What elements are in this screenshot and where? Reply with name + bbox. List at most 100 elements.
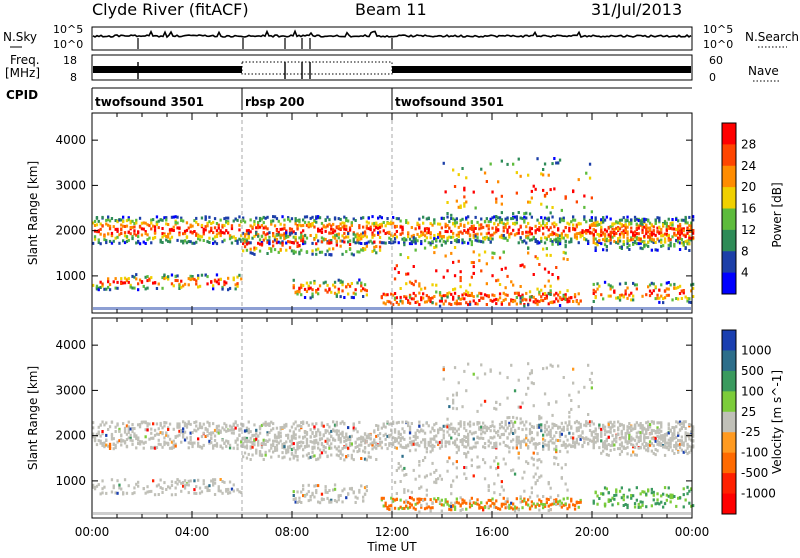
scatter-cell	[641, 231, 643, 234]
scatter-cell	[531, 369, 533, 372]
scatter-cell	[315, 221, 317, 224]
scatter-cell	[458, 260, 460, 263]
scatter-cell	[400, 287, 402, 290]
scatter-cell	[415, 449, 417, 452]
scatter-cell	[311, 295, 313, 298]
scatter-cell	[570, 408, 572, 411]
scatter-cell	[317, 442, 319, 445]
scatter-cell	[581, 234, 583, 237]
scatter-cell	[460, 270, 462, 273]
scatter-cell	[201, 435, 203, 438]
scatter-cell	[593, 502, 595, 505]
scatter-cell	[165, 421, 167, 424]
scatter-cell	[604, 281, 606, 284]
scatter-cell	[96, 443, 98, 446]
scatter-cell	[533, 476, 535, 479]
scatter-cell	[512, 163, 514, 166]
scatter-cell	[566, 439, 568, 442]
scatter-cell	[531, 216, 533, 219]
scatter-cell	[600, 242, 602, 245]
scatter-cell	[195, 485, 197, 488]
scatter-cell	[161, 227, 163, 230]
scatter-cell	[167, 435, 169, 438]
scatter-cell	[375, 245, 377, 248]
scatter-cell	[206, 275, 208, 278]
scatter-cell	[460, 224, 462, 227]
scatter-cell	[186, 236, 188, 239]
scatter-cell	[613, 448, 615, 451]
scatter-cell	[113, 484, 115, 487]
scatter-cell	[212, 231, 214, 234]
scatter-cell	[285, 231, 287, 234]
scatter-cell	[109, 227, 111, 230]
scatter-cell	[651, 292, 653, 295]
scatter-cell	[452, 296, 454, 299]
scatter-cell	[533, 404, 535, 407]
scatter-cell	[383, 221, 385, 224]
scatter-cell	[544, 439, 546, 442]
scatter-cell	[212, 221, 214, 224]
scatter-cell	[236, 285, 238, 288]
scatter-cell	[355, 288, 357, 291]
scatter-cell	[465, 477, 467, 480]
scatter-cell	[593, 283, 595, 286]
scatter-cell	[278, 455, 280, 458]
scatter-cell	[308, 490, 310, 493]
scatter-cell	[482, 422, 484, 425]
scatter-cell	[319, 216, 321, 219]
scatter-cell	[499, 256, 501, 259]
scatter-cell	[401, 455, 403, 458]
scatter-cell	[233, 424, 235, 427]
scatter-cell	[670, 283, 672, 286]
scatter-cell	[491, 256, 493, 259]
scatter-cell	[360, 242, 362, 245]
power-scatter	[92, 157, 694, 310]
scatter-cell	[546, 192, 548, 195]
scatter-cell	[568, 432, 570, 435]
scatter-cell	[298, 244, 300, 247]
scatter-cell	[375, 222, 377, 225]
scatter-cell	[150, 227, 152, 230]
scatter-cell	[156, 422, 158, 425]
scatter-cell	[585, 220, 587, 223]
scatter-cell	[216, 273, 218, 276]
scatter-cell	[435, 239, 437, 242]
scatter-cell	[510, 280, 512, 283]
scatter-cell	[178, 233, 180, 236]
scatter-cell	[101, 491, 103, 494]
scatter-cell	[520, 406, 522, 409]
scatter-cell	[621, 432, 623, 435]
scatter-cell	[137, 232, 139, 235]
scatter-cell	[263, 458, 265, 461]
scatter-cell	[407, 235, 409, 238]
scatter-cell	[418, 421, 420, 424]
scatter-cell	[587, 413, 589, 416]
scatter-cell	[461, 508, 463, 511]
scatter-cell	[379, 231, 381, 234]
scatter-cell	[238, 274, 240, 277]
scatter-cell	[250, 218, 252, 221]
scatter-cell	[353, 253, 355, 256]
scatter-cell	[298, 220, 300, 223]
scatter-cell	[356, 430, 358, 433]
scatter-cell	[161, 431, 163, 434]
scatter-cell	[349, 243, 351, 246]
scatter-cell	[377, 428, 379, 431]
scatter-cell	[446, 296, 448, 299]
scatter-cell	[188, 484, 190, 487]
scatter-cell	[475, 227, 477, 230]
scatter-cell	[302, 484, 304, 487]
scatter-cell	[484, 220, 486, 223]
scatter-cell	[574, 219, 576, 222]
scatter-cell	[520, 495, 522, 498]
scatter-cell	[497, 229, 499, 232]
scatter-cell	[278, 220, 280, 223]
scatter-cell	[540, 460, 542, 463]
scatter-cell	[251, 226, 253, 229]
scatter-cell	[456, 498, 458, 501]
scatter-cell	[610, 218, 612, 221]
scatter-cell	[131, 423, 133, 426]
scatter-cell	[201, 447, 203, 450]
freq-left-label-1: Freq.	[10, 53, 40, 67]
scatter-cell	[379, 249, 381, 252]
